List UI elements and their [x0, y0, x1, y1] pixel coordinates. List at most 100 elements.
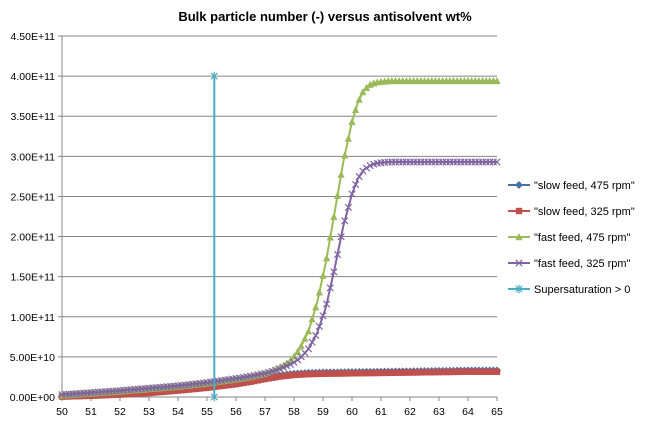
- data-point: [142, 389, 149, 397]
- x-tick-label: 54: [172, 406, 184, 418]
- data-point: [453, 368, 461, 376]
- data-point: [178, 387, 185, 394]
- data-point: [192, 385, 200, 393]
- axes: 0.00E+00 5.00E+10 1.00E+11 1.50E+11 2.00E+11…: [10, 31, 503, 418]
- x-tick-label: 52: [114, 406, 126, 418]
- data-point: [308, 315, 316, 323]
- data-point: [290, 371, 298, 379]
- data-point: [399, 369, 406, 376]
- data-point: [305, 370, 312, 378]
- data-point: [341, 370, 348, 377]
- data-point: [250, 377, 258, 385]
- data-point: [290, 358, 298, 366]
- data-point: [359, 88, 367, 96]
- data-point: [341, 217, 349, 225]
- legend-label: Supersaturation > 0: [534, 284, 630, 296]
- data-point: [475, 368, 483, 375]
- data-point: [446, 368, 454, 376]
- data-point: [479, 368, 486, 375]
- y-tick-label: 4.00E+11: [11, 71, 56, 83]
- data-point: [210, 392, 218, 402]
- data-point: [432, 368, 439, 376]
- data-point: [134, 390, 142, 397]
- data-point: [468, 368, 475, 375]
- data-point: [493, 368, 501, 375]
- data-point: [388, 369, 396, 376]
- data-point: [261, 375, 269, 383]
- data-point: [464, 368, 472, 375]
- x-tick-label: 58: [288, 406, 300, 418]
- data-point: [348, 370, 356, 377]
- data-point: [333, 191, 342, 199]
- data-point: [163, 388, 171, 395]
- y-tick-label: 5.00E+10: [10, 352, 55, 364]
- legend-item-3: "fast feed, 475 rpm": [508, 232, 631, 244]
- legend-label: "fast feed, 325 rpm": [534, 258, 631, 270]
- data-point: [337, 233, 345, 241]
- data-point: [348, 190, 356, 198]
- data-point: [323, 370, 330, 377]
- data-point: [203, 384, 211, 391]
- data-point: [330, 370, 338, 377]
- data-point: [366, 162, 374, 170]
- x-tick-label: 55: [201, 406, 213, 418]
- data-point: [174, 387, 182, 394]
- data-point: [356, 370, 363, 377]
- data-point: [294, 347, 302, 355]
- data-point: [124, 390, 131, 398]
- data-point: [283, 372, 290, 379]
- data-point: [308, 338, 316, 346]
- data-point: [392, 369, 399, 376]
- series-line: [61, 79, 497, 397]
- series-layer: [58, 71, 501, 402]
- data-point: [189, 385, 196, 393]
- data-point: [214, 383, 222, 390]
- x-tick-label: 63: [433, 406, 445, 418]
- data-point: [171, 387, 178, 395]
- data-point: [153, 389, 160, 396]
- data-point: [236, 380, 243, 387]
- data-point: [428, 369, 435, 376]
- data-point: [333, 250, 342, 259]
- x-tick-label: 59: [317, 406, 329, 418]
- data-point: [316, 370, 323, 378]
- legend-item-1: "slow feed, 475 rpm": [508, 180, 635, 192]
- data-point: [352, 105, 360, 114]
- data-point: [304, 327, 313, 335]
- data-point: [232, 380, 240, 388]
- legend-label: "fast feed, 475 rpm": [534, 232, 631, 244]
- data-point: [355, 172, 363, 181]
- legend-marker: [515, 181, 523, 189]
- data-point: [116, 391, 124, 398]
- series-4: [58, 158, 501, 399]
- data-point: [160, 388, 167, 395]
- data-point: [225, 381, 232, 389]
- data-point: [348, 117, 356, 126]
- x-tick-label: 50: [56, 406, 68, 418]
- x-tick-label: 60: [346, 406, 358, 418]
- data-point: [344, 203, 352, 212]
- data-point: [330, 268, 338, 276]
- x-tick-label: 56: [230, 406, 242, 418]
- data-point: [403, 369, 410, 376]
- data-point: [301, 334, 309, 342]
- data-point: [286, 360, 294, 369]
- data-point: [345, 370, 352, 377]
- data-point: [258, 376, 265, 383]
- data-point: [326, 233, 334, 241]
- data-point: [337, 370, 345, 377]
- data-point: [443, 368, 450, 376]
- data-point: [334, 370, 341, 377]
- data-point: [493, 158, 501, 166]
- data-point: [366, 369, 374, 377]
- y-tick-label: 1.00E+11: [11, 312, 56, 324]
- data-point: [167, 387, 174, 395]
- data-point: [207, 384, 214, 391]
- data-point: [312, 331, 320, 340]
- data-point: [156, 388, 164, 396]
- data-point: [362, 83, 371, 91]
- data-point: [279, 363, 287, 372]
- data-point: [352, 180, 360, 189]
- data-point: [410, 369, 417, 376]
